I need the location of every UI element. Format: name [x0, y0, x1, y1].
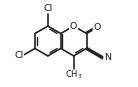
Text: O: O	[93, 23, 101, 32]
Text: Cl: Cl	[14, 51, 23, 60]
Text: CH$_3$: CH$_3$	[65, 68, 82, 81]
Text: Cl: Cl	[43, 4, 52, 13]
Text: O: O	[70, 22, 77, 31]
Text: N: N	[104, 54, 111, 62]
